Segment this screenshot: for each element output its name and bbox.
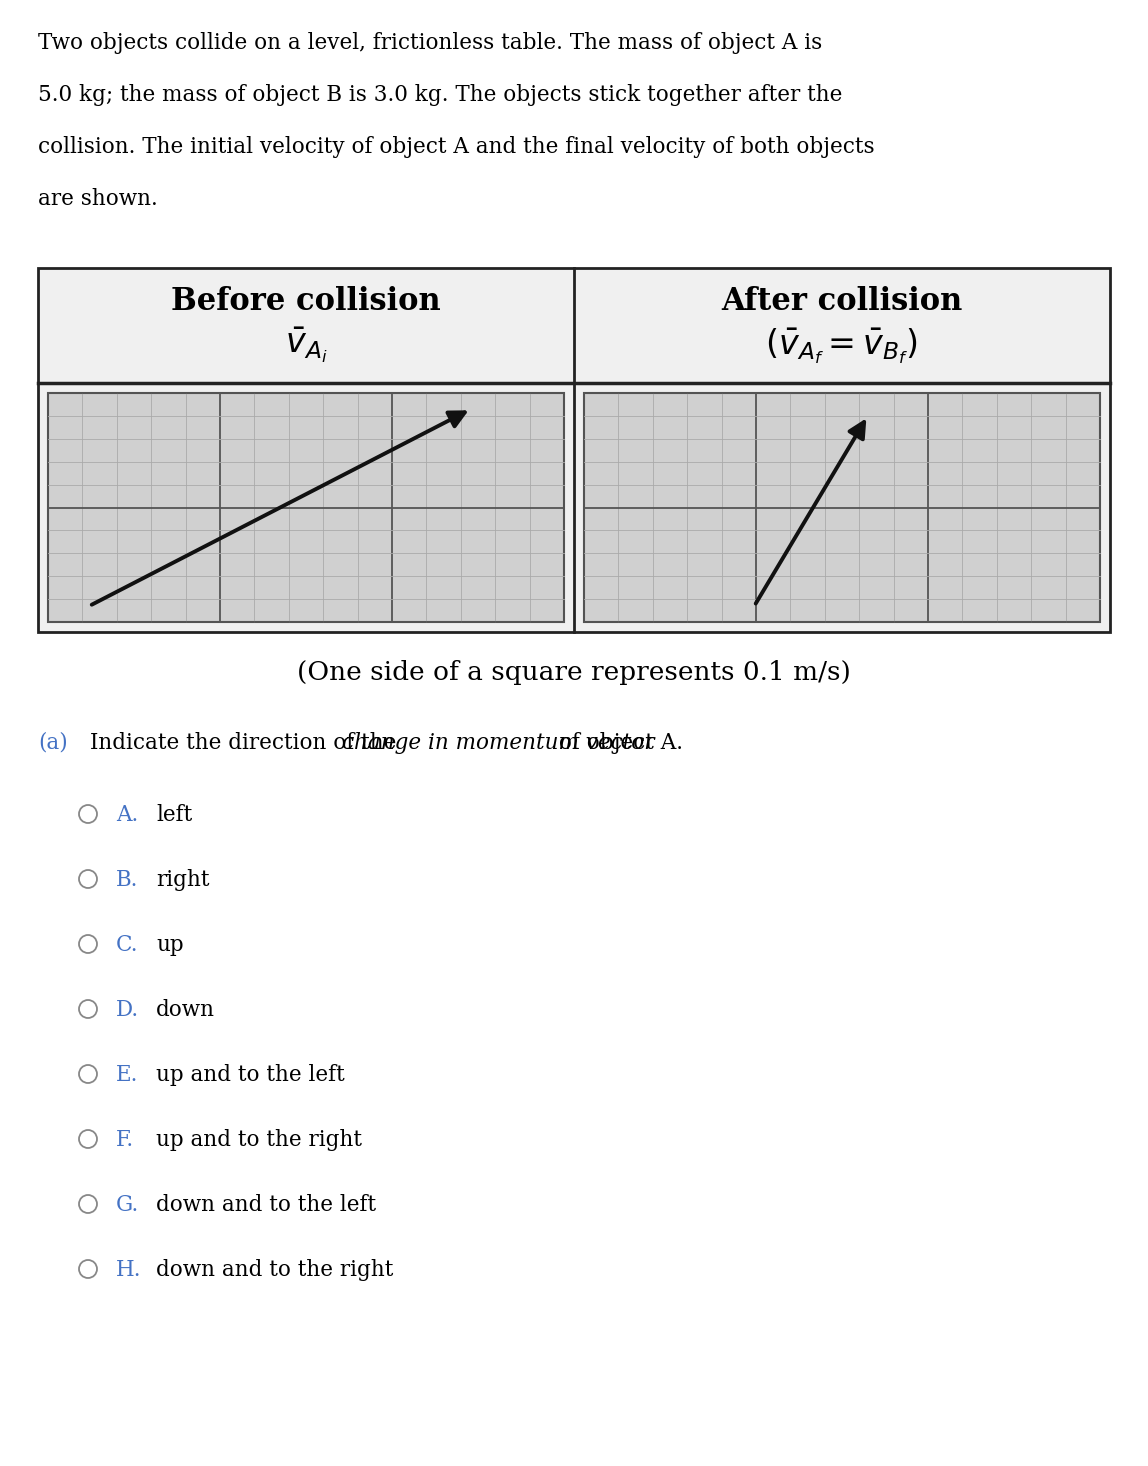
Bar bbox=[38, 268, 1110, 632]
Text: G.: G. bbox=[116, 1193, 139, 1215]
Text: down and to the right: down and to the right bbox=[156, 1259, 394, 1281]
Text: up and to the right: up and to the right bbox=[156, 1129, 362, 1151]
Text: right: right bbox=[156, 869, 209, 891]
Text: down and to the left: down and to the left bbox=[156, 1193, 377, 1215]
Bar bbox=[584, 393, 1100, 622]
Text: F.: F. bbox=[116, 1129, 134, 1151]
Text: (a): (a) bbox=[38, 732, 68, 754]
Text: C.: C. bbox=[116, 934, 139, 956]
Text: E.: E. bbox=[116, 1064, 139, 1086]
Text: $(\bar{v}_{A_f} = \bar{v}_{B_f})$: $(\bar{v}_{A_f} = \bar{v}_{B_f})$ bbox=[766, 325, 918, 365]
Text: left: left bbox=[156, 803, 192, 825]
Text: up and to the left: up and to the left bbox=[156, 1064, 344, 1086]
Text: D.: D. bbox=[116, 998, 139, 1020]
Text: Indicate the direction of the: Indicate the direction of the bbox=[90, 732, 403, 754]
Text: Two objects collide on a level, frictionless table. The mass of object A is: Two objects collide on a level, friction… bbox=[38, 32, 822, 54]
Text: (One side of a square represents 0.1 m/s): (One side of a square represents 0.1 m/s… bbox=[297, 660, 851, 685]
Text: up: up bbox=[156, 934, 184, 956]
Text: Before collision: Before collision bbox=[171, 286, 441, 317]
Text: B.: B. bbox=[116, 869, 139, 891]
Text: change in momentum vector: change in momentum vector bbox=[342, 732, 654, 754]
Text: After collision: After collision bbox=[721, 286, 963, 317]
Text: $\bar{v}_{A_i}$: $\bar{v}_{A_i}$ bbox=[285, 325, 327, 365]
Text: H.: H. bbox=[116, 1259, 141, 1281]
Text: collision. The initial velocity of object A and the final velocity of both objec: collision. The initial velocity of objec… bbox=[38, 136, 875, 158]
Text: of object A.: of object A. bbox=[552, 732, 683, 754]
Bar bbox=[48, 393, 564, 622]
Text: are shown.: are shown. bbox=[38, 188, 157, 210]
Text: A.: A. bbox=[116, 803, 138, 825]
Text: down: down bbox=[156, 998, 215, 1020]
Text: 5.0 kg; the mass of object B is 3.0 kg. The objects stick together after the: 5.0 kg; the mass of object B is 3.0 kg. … bbox=[38, 84, 843, 106]
